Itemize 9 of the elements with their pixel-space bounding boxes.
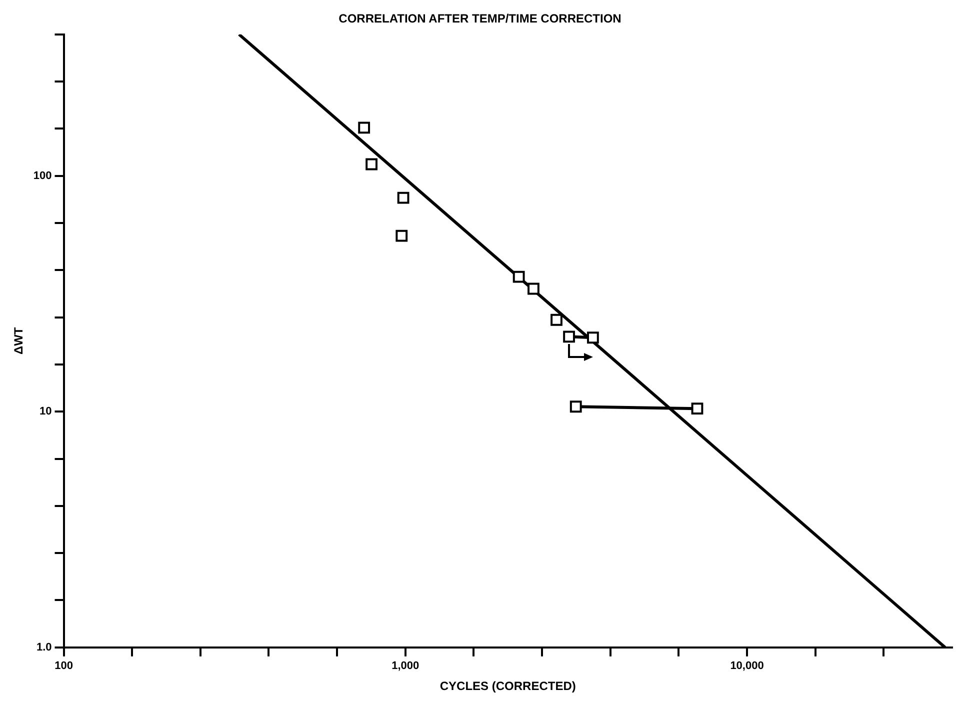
y-tick-label: 1.0 bbox=[36, 641, 52, 654]
x-tick-label: 10,000 bbox=[730, 660, 764, 672]
x-tick-label: 1,000 bbox=[392, 660, 420, 672]
y-tick-label: 10 bbox=[40, 406, 52, 418]
y-tick-label: 100 bbox=[33, 170, 52, 182]
chart-title: CORRELATION AFTER TEMP/TIME CORRECTION bbox=[338, 12, 622, 26]
x-axis-title: CYCLES (CORRECTED) bbox=[440, 679, 576, 694]
y-axis-title: ΔWT bbox=[12, 326, 26, 355]
x-tick-label: 100 bbox=[54, 660, 73, 672]
